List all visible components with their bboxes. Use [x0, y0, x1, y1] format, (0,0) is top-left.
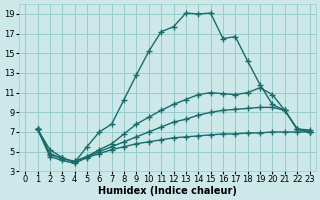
- X-axis label: Humidex (Indice chaleur): Humidex (Indice chaleur): [98, 186, 237, 196]
